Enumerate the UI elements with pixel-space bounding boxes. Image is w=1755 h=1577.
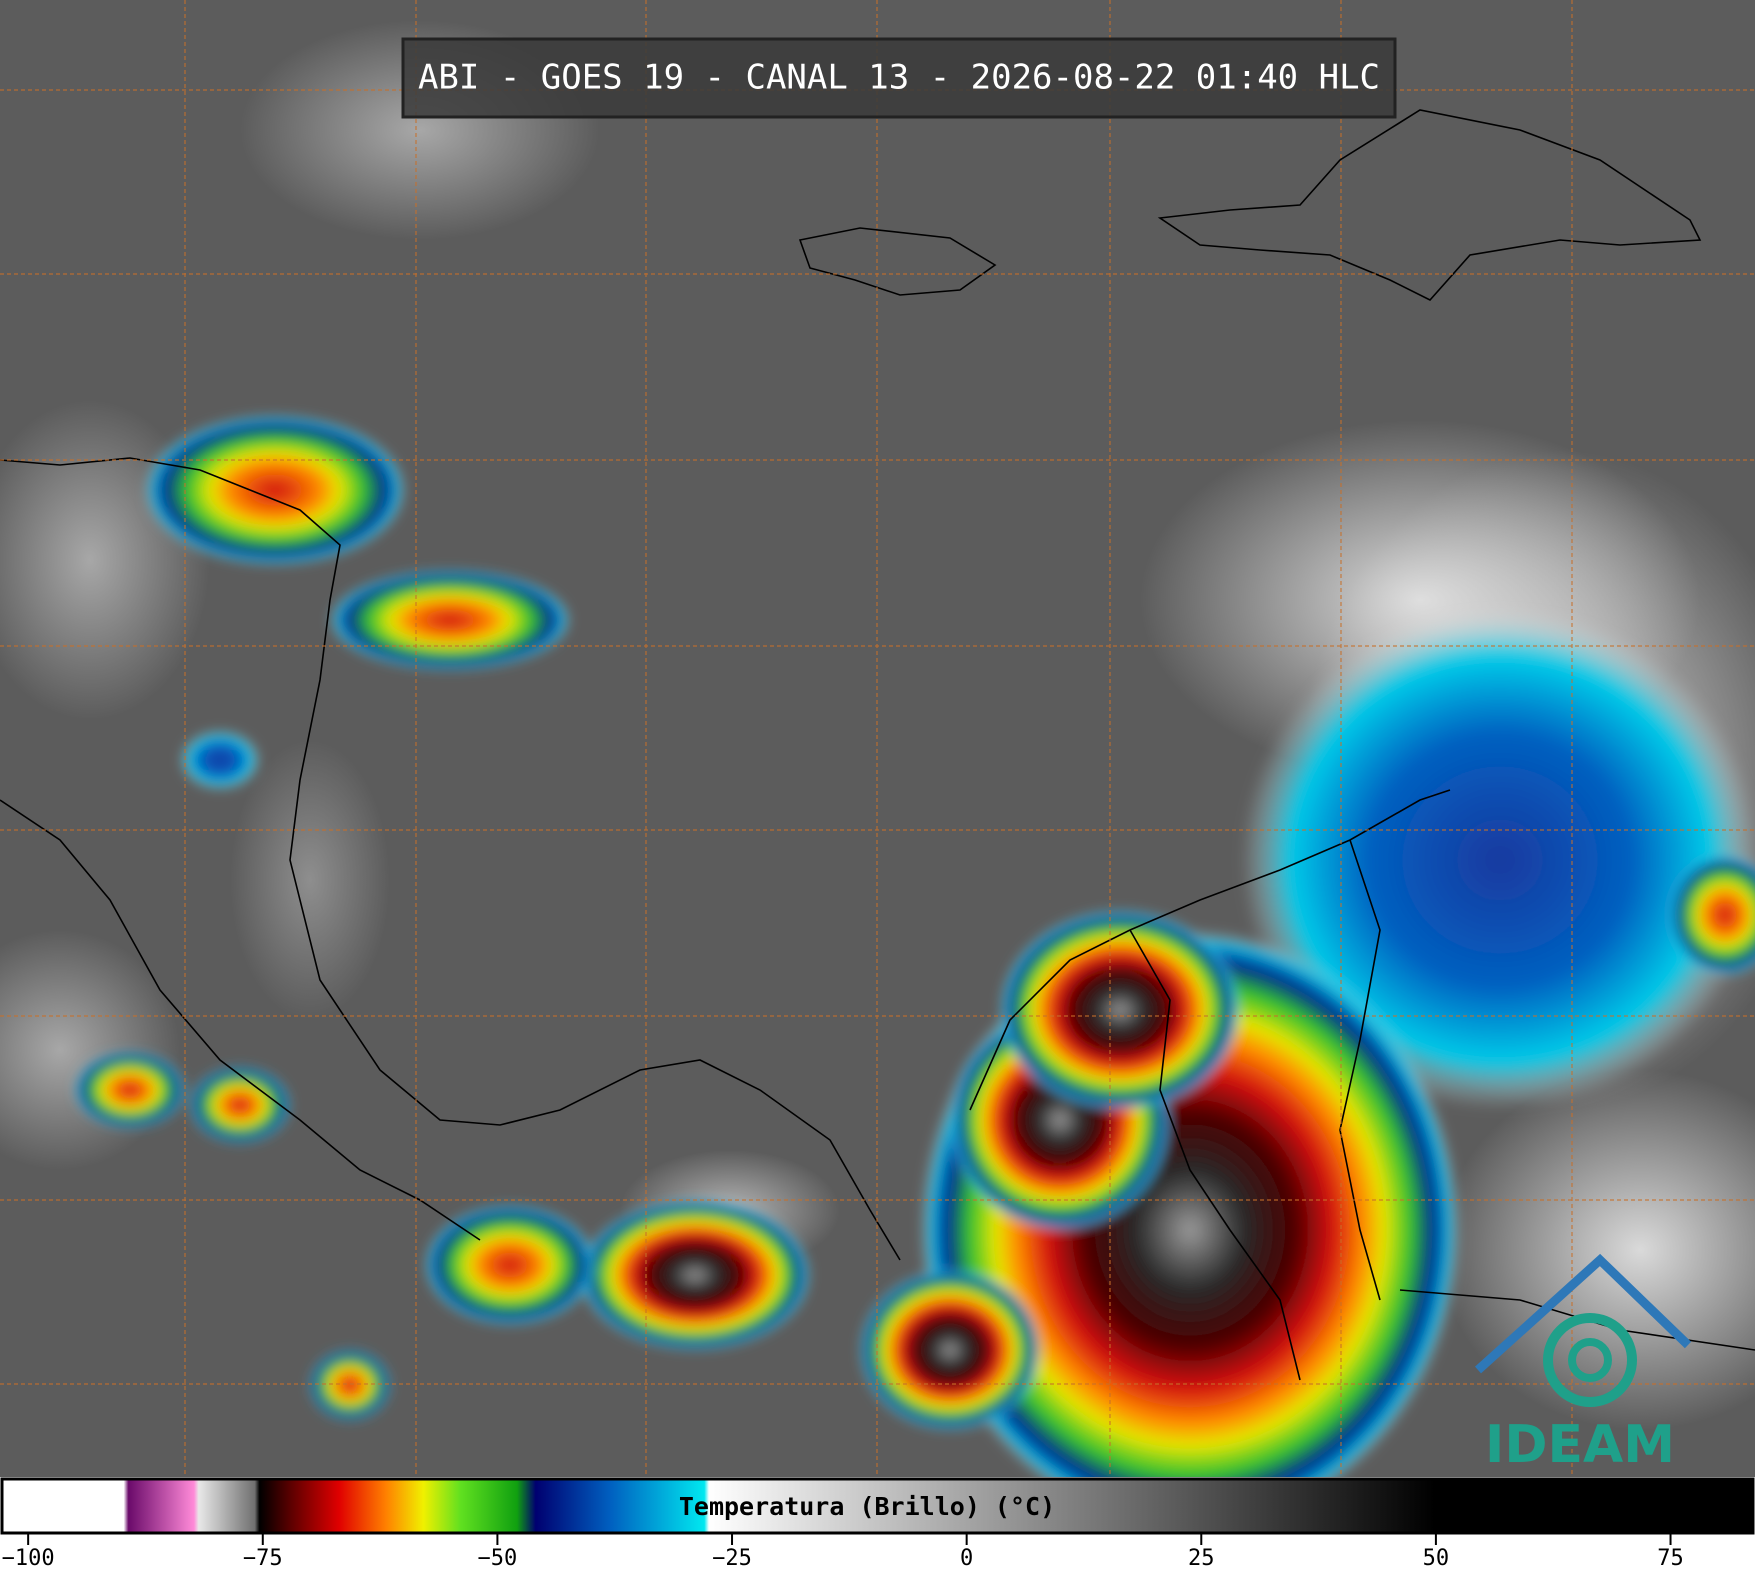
title-box (401, 37, 1397, 119)
tick-label: 50 (1423, 1546, 1450, 1571)
colorbar (0, 1477, 1755, 1535)
tick-label: 75 (1657, 1546, 1684, 1571)
logo: IDEAM (1474, 1253, 1692, 1475)
title: ABI - GOES 19 - CANAL 13 - 2026-08-22 01… (418, 58, 1380, 98)
tick-label: 0 (960, 1546, 973, 1571)
tick-label: 25 (1188, 1546, 1215, 1571)
convective-cells (75, 415, 1755, 1530)
colorbar-ticks: −100 −75 −50 −25 0 25 50 75 (2, 1533, 1684, 1571)
tick-label: −75 (243, 1546, 283, 1571)
colorbar-label: Temperatura (Brillo) (°C) (679, 1492, 1055, 1521)
tick-label: −50 (478, 1546, 518, 1571)
logo-text: IDEAM (1485, 1415, 1675, 1475)
tick-label: −100 (2, 1546, 55, 1571)
tick-label: −25 (712, 1546, 752, 1571)
